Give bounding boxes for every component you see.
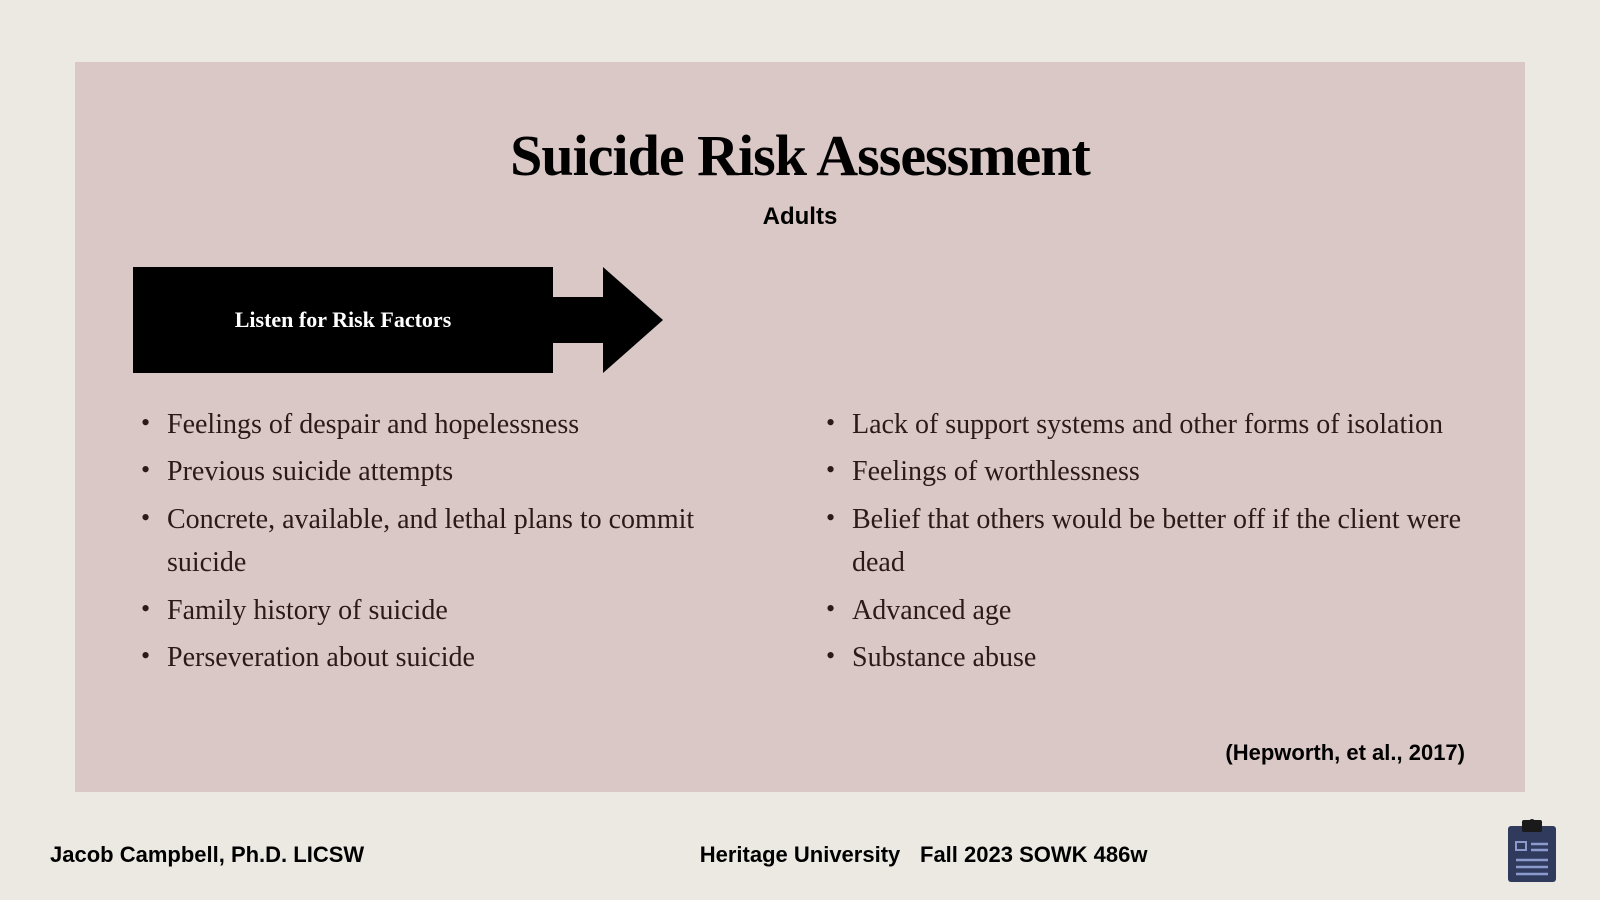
left-column: Feelings of despair and hopelessness Pre… [135, 403, 780, 683]
footer: Jacob Campbell, Ph.D. LICSW Heritage Uni… [0, 842, 1600, 868]
arrow-head-icon [553, 267, 663, 373]
slide-subtitle: Adults [135, 203, 1465, 231]
risk-factors-left: Feelings of despair and hopelessness Pre… [135, 403, 780, 679]
arrow-body: Listen for Risk Factors [133, 267, 553, 373]
right-column: Lack of support systems and other forms … [820, 403, 1465, 683]
risk-factors-right: Lack of support systems and other forms … [820, 403, 1465, 679]
list-item: Concrete, available, and lethal plans to… [135, 498, 780, 585]
list-item: Lack of support systems and other forms … [820, 403, 1465, 446]
list-item: Family history of suicide [135, 589, 780, 632]
list-item: Feelings of worthlessness [820, 450, 1465, 493]
footer-author: Jacob Campbell, Ph.D. LICSW [50, 842, 364, 868]
slide-card: Suicide Risk Assessment Adults Listen fo… [75, 62, 1525, 792]
list-item: Perseveration about suicide [135, 636, 780, 679]
list-item: Substance abuse [820, 636, 1465, 679]
list-item: Belief that others would be better off i… [820, 498, 1465, 585]
footer-institution: Heritage University [700, 842, 901, 868]
arrow-banner: Listen for Risk Factors [133, 267, 1465, 373]
list-item: Previous suicide attempts [135, 450, 780, 493]
list-item: Feelings of despair and hopelessness [135, 403, 780, 446]
footer-course: Fall 2023 SOWK 486w [920, 842, 1147, 868]
content-columns: Feelings of despair and hopelessness Pre… [135, 403, 1465, 683]
slide-title: Suicide Risk Assessment [135, 122, 1465, 189]
citation: (Hepworth, et al., 2017) [1225, 740, 1465, 766]
list-item: Advanced age [820, 589, 1465, 632]
clipboard-icon [1504, 818, 1560, 884]
arrow-label: Listen for Risk Factors [235, 307, 452, 333]
